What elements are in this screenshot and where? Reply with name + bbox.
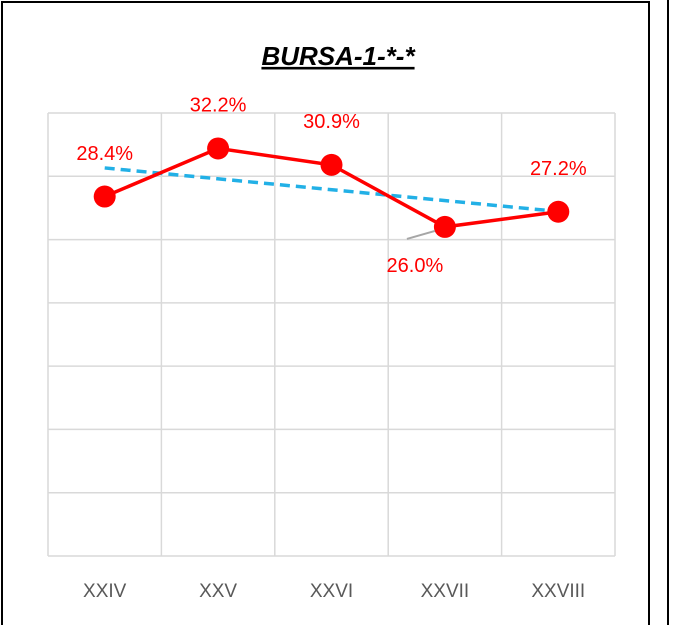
marker xyxy=(433,215,456,238)
marker xyxy=(320,153,343,176)
x-tick-label: XXVII xyxy=(421,581,470,602)
x-tick-label: XXVIII xyxy=(531,581,585,602)
marker xyxy=(207,137,230,160)
data-label: 28.4% xyxy=(76,143,133,165)
x-tick-label: XXV xyxy=(199,581,237,602)
marker xyxy=(93,185,116,208)
data-label: 30.9% xyxy=(303,111,360,133)
data-label: 26.0% xyxy=(387,255,444,277)
leader-line xyxy=(406,229,436,240)
frame xyxy=(1,1,650,625)
data-label: 27.2% xyxy=(530,158,587,180)
x-tick-label: XXVI xyxy=(310,581,353,602)
trendline xyxy=(104,166,559,214)
marker xyxy=(547,200,570,223)
x-tick-label: XXIV xyxy=(83,581,127,602)
data-label: 32.2% xyxy=(190,95,247,117)
chart-title: BURSA-1-*-* xyxy=(261,41,416,71)
